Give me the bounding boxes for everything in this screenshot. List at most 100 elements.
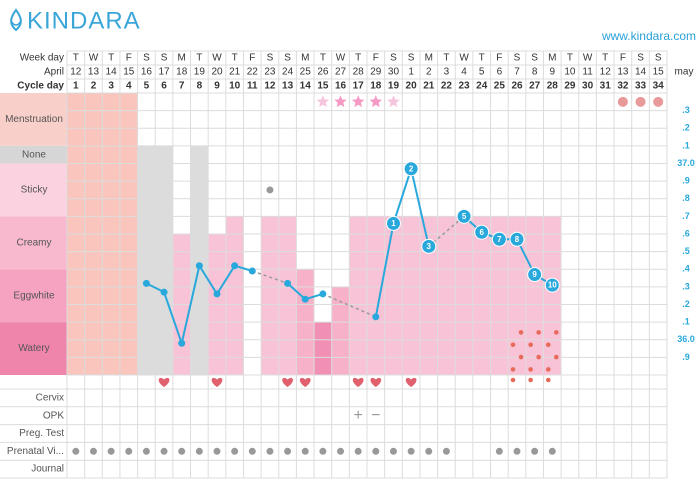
- cycle-day: 8: [197, 81, 203, 92]
- cycle-day: 22: [441, 81, 453, 92]
- temp-point: [491, 231, 507, 247]
- temp-segment: [252, 270, 288, 285]
- point-label: 9: [532, 270, 537, 279]
- fluid-fill: [190, 145, 209, 375]
- y-tick-label: .1: [682, 140, 690, 150]
- prenatal-dot: [178, 447, 186, 455]
- prenatal-dot: [213, 447, 221, 455]
- week-day: S: [408, 53, 415, 64]
- date: 23: [264, 67, 276, 78]
- cycle-day: 18: [370, 81, 382, 92]
- fluid-fill: [331, 286, 350, 375]
- temp-point: [301, 295, 309, 303]
- row-label: Week day: [20, 53, 64, 64]
- week-day: S: [531, 53, 538, 64]
- temp-point: [403, 161, 419, 177]
- week-day: W: [336, 53, 346, 64]
- week-day: T: [73, 53, 79, 64]
- date: 27: [335, 67, 347, 78]
- star: [387, 95, 400, 108]
- temp-segment: [163, 291, 183, 344]
- cycle-day: 34: [653, 81, 665, 92]
- week-day: T: [320, 53, 326, 64]
- week-day: S: [514, 53, 521, 64]
- prenatal-dot: [107, 447, 115, 455]
- date: 21: [229, 67, 241, 78]
- date: 4: [461, 67, 467, 78]
- url[interactable]: www.kindara.com: [601, 29, 696, 43]
- dot: [510, 377, 516, 383]
- temp-point: [509, 231, 525, 247]
- date: 6: [497, 67, 503, 78]
- cycle-day: 31: [600, 81, 612, 92]
- temp-point: [385, 215, 401, 231]
- prenatal-dot: [284, 447, 292, 455]
- temp-point: [372, 313, 380, 321]
- date: 25: [300, 67, 312, 78]
- temp-point: [456, 208, 472, 224]
- band-label: Watery: [18, 343, 49, 354]
- temp-point: [284, 279, 292, 287]
- dot: [536, 354, 541, 360]
- dot: [518, 330, 524, 335]
- dot: [510, 342, 516, 348]
- y-tick-label: .8: [682, 193, 690, 203]
- temp-point: [544, 277, 560, 293]
- logo-text: KINDARA: [27, 7, 141, 34]
- date: 12: [600, 67, 612, 78]
- date: 15: [653, 67, 665, 78]
- prenatal-dot: [301, 447, 309, 455]
- band-label-bg: [0, 163, 67, 217]
- y-tick-label: 36.0: [677, 334, 695, 344]
- cycle-day: 3: [108, 81, 114, 92]
- temp-segment: [286, 282, 306, 300]
- period-dot: [617, 96, 628, 107]
- cycle-day: 6: [161, 81, 167, 92]
- bottom-row-label: Preg. Test: [19, 428, 64, 439]
- cycle-day: 28: [547, 81, 559, 92]
- band-label-bg: [0, 216, 67, 270]
- temp-point: [195, 262, 203, 270]
- point-label: 5: [462, 212, 467, 221]
- star: [352, 95, 365, 108]
- cycle-day: 33: [635, 81, 647, 92]
- date: 13: [617, 67, 629, 78]
- band-label-bg: [0, 269, 67, 323]
- date: 14: [106, 67, 118, 78]
- date: 8: [532, 67, 538, 78]
- cycle-day: 20: [406, 81, 418, 92]
- week-day: T: [479, 53, 485, 64]
- point-label: 8: [515, 235, 520, 244]
- date: 30: [388, 67, 400, 78]
- y-tick-label: .2: [682, 123, 690, 133]
- week-day: S: [390, 53, 397, 64]
- cycle-day: 17: [353, 81, 365, 92]
- date: 10: [564, 67, 576, 78]
- week-day: W: [583, 53, 593, 64]
- prenatal-dot: [442, 447, 450, 455]
- date: 1: [408, 67, 414, 78]
- temp-segment: [322, 293, 377, 318]
- point-label: 1: [391, 219, 396, 228]
- point-label: 3: [427, 242, 432, 251]
- prenatal-dot: [548, 447, 556, 455]
- star: [334, 95, 347, 108]
- fluid-fill: [508, 216, 526, 375]
- prenatal-dot: [354, 447, 362, 455]
- point-label: 10: [548, 281, 557, 290]
- cycle-day: 2: [91, 81, 97, 92]
- date: 22: [247, 67, 259, 78]
- band-label-bg: [0, 145, 67, 164]
- bottom-row-label: Cervix: [36, 393, 64, 404]
- marker-dot: [266, 186, 274, 194]
- week-day: F: [373, 53, 379, 64]
- bottom-row-label: Journal: [31, 464, 64, 475]
- temp-segment: [216, 265, 236, 295]
- cycle-day: 12: [264, 81, 276, 92]
- cycle-day: 9: [214, 81, 220, 92]
- y-tick-label: .9: [682, 176, 690, 186]
- dots: [510, 330, 524, 383]
- y-tick-label: .6: [682, 228, 690, 238]
- week-day: S: [637, 53, 644, 64]
- dot: [553, 354, 559, 360]
